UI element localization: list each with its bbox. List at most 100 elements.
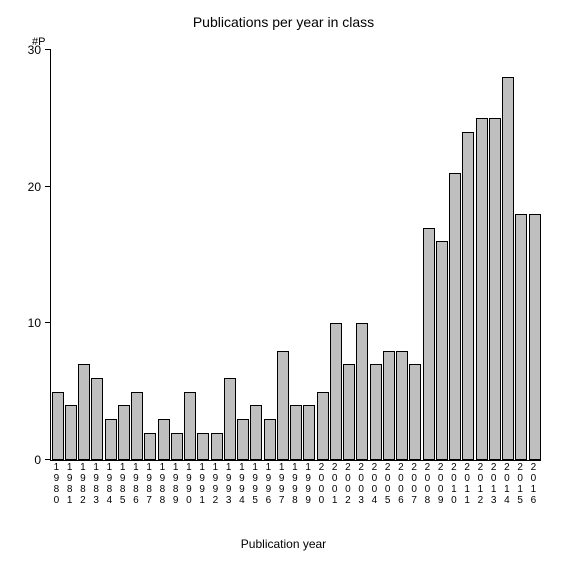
bar bbox=[502, 77, 514, 460]
bar-slot bbox=[157, 50, 170, 460]
x-label-slot: 2008 bbox=[421, 462, 434, 506]
x-category-label: 1995 bbox=[251, 462, 259, 506]
x-category-label: 2015 bbox=[516, 462, 524, 506]
x-label-slot: 1996 bbox=[262, 462, 275, 506]
x-label-slot: 1982 bbox=[77, 462, 90, 506]
x-label-slot: 1992 bbox=[209, 462, 222, 506]
x-label-slot: 2012 bbox=[474, 462, 487, 506]
x-category-label: 1980 bbox=[53, 462, 61, 506]
bar bbox=[184, 392, 196, 460]
x-label-slot: 1998 bbox=[289, 462, 302, 506]
x-category-label: 2013 bbox=[490, 462, 498, 506]
y-tick-label: 10 bbox=[11, 316, 41, 330]
x-label-slot: 1990 bbox=[183, 462, 196, 506]
bar-slot bbox=[515, 50, 528, 460]
bar bbox=[277, 351, 289, 460]
x-category-label: 1982 bbox=[79, 462, 87, 506]
bar bbox=[409, 364, 421, 460]
bar-slot bbox=[329, 50, 342, 460]
bar-slot bbox=[343, 50, 356, 460]
bar-slot bbox=[462, 50, 475, 460]
x-category-label: 1991 bbox=[198, 462, 206, 506]
x-category-label: 2010 bbox=[450, 462, 458, 506]
x-category-label: 1994 bbox=[238, 462, 246, 506]
bar bbox=[529, 214, 541, 460]
bar bbox=[197, 433, 209, 460]
x-category-label: 2005 bbox=[384, 462, 392, 506]
publications-chart: Publications per year in class #P 010203… bbox=[0, 0, 567, 567]
bar-slot bbox=[117, 50, 130, 460]
x-category-label: 2012 bbox=[477, 462, 485, 506]
y-tick-label: 30 bbox=[11, 43, 41, 57]
x-label-slot: 1991 bbox=[196, 462, 209, 506]
bar-slot bbox=[449, 50, 462, 460]
bar bbox=[171, 433, 183, 460]
x-label-slot: 1994 bbox=[236, 462, 249, 506]
x-label-slot: 1999 bbox=[302, 462, 315, 506]
bar bbox=[211, 433, 223, 460]
x-category-label: 1997 bbox=[278, 462, 286, 506]
x-category-label: 2000 bbox=[318, 462, 326, 506]
x-label-slot: 2013 bbox=[487, 462, 500, 506]
bar bbox=[476, 118, 488, 460]
x-label-slot: 2004 bbox=[368, 462, 381, 506]
bar bbox=[462, 132, 474, 460]
x-category-label: 2007 bbox=[410, 462, 418, 506]
x-label-slot: 1993 bbox=[222, 462, 235, 506]
x-label-slot: 2007 bbox=[408, 462, 421, 506]
bar bbox=[131, 392, 143, 460]
plot-area: 0102030 bbox=[50, 50, 541, 461]
bar-slot bbox=[276, 50, 289, 460]
x-category-label: 1988 bbox=[159, 462, 167, 506]
x-label-slot: 1981 bbox=[63, 462, 76, 506]
bar-slot bbox=[144, 50, 157, 460]
bar-slot bbox=[78, 50, 91, 460]
x-category-label: 1984 bbox=[106, 462, 114, 506]
y-tick-label: 0 bbox=[11, 453, 41, 467]
bar bbox=[78, 364, 90, 460]
bar bbox=[356, 323, 368, 460]
bar bbox=[144, 433, 156, 460]
bar-slot bbox=[422, 50, 435, 460]
x-category-label: 1998 bbox=[291, 462, 299, 506]
x-label-slot: 2000 bbox=[315, 462, 328, 506]
bars-container bbox=[51, 50, 541, 460]
bar-slot bbox=[382, 50, 395, 460]
bar bbox=[52, 392, 64, 460]
bar-slot bbox=[223, 50, 236, 460]
x-category-label: 1999 bbox=[304, 462, 312, 506]
bar bbox=[250, 405, 262, 460]
x-label-slot: 1988 bbox=[156, 462, 169, 506]
x-label-slot: 1984 bbox=[103, 462, 116, 506]
bar-slot bbox=[170, 50, 183, 460]
bar bbox=[489, 118, 501, 460]
bar bbox=[317, 392, 329, 460]
bar bbox=[515, 214, 527, 460]
bar-slot bbox=[91, 50, 104, 460]
bar bbox=[118, 405, 130, 460]
x-category-label: 2003 bbox=[357, 462, 365, 506]
x-label-slot: 2010 bbox=[448, 462, 461, 506]
x-label-slot: 2015 bbox=[514, 462, 527, 506]
x-category-label: 1985 bbox=[119, 462, 127, 506]
x-category-label: 2009 bbox=[437, 462, 445, 506]
bar bbox=[423, 228, 435, 460]
x-category-label: 1983 bbox=[92, 462, 100, 506]
x-label-slot: 1997 bbox=[275, 462, 288, 506]
bar bbox=[396, 351, 408, 460]
x-label-slot: 2011 bbox=[461, 462, 474, 506]
bar-slot bbox=[488, 50, 501, 460]
x-label-slot: 1985 bbox=[116, 462, 129, 506]
x-category-label: 2014 bbox=[503, 462, 511, 506]
x-category-label: 2006 bbox=[397, 462, 405, 506]
x-label-slot: 2006 bbox=[395, 462, 408, 506]
bar-slot bbox=[131, 50, 144, 460]
x-category-label: 1987 bbox=[145, 462, 153, 506]
x-category-label: 1981 bbox=[66, 462, 74, 506]
bar-slot bbox=[197, 50, 210, 460]
bar bbox=[105, 419, 117, 460]
bar-slot bbox=[104, 50, 117, 460]
bar bbox=[449, 173, 461, 460]
bar-slot bbox=[237, 50, 250, 460]
bar-slot bbox=[263, 50, 276, 460]
